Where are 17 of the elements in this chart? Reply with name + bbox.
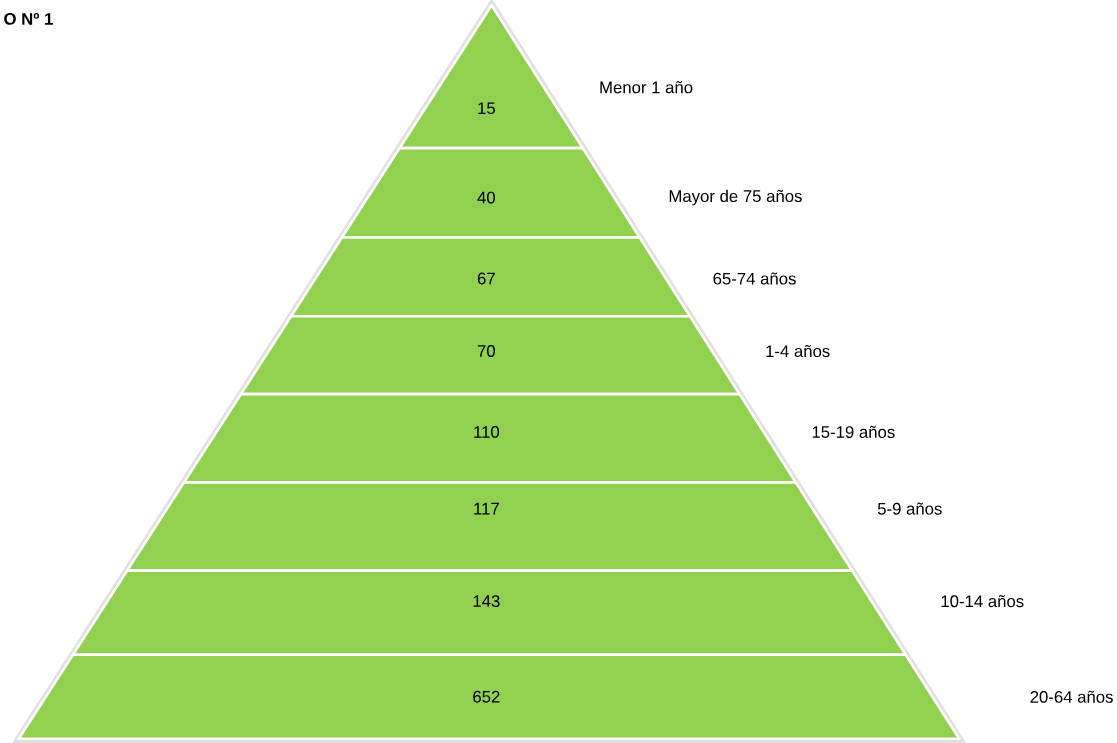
category-label: Menor 1 año xyxy=(600,81,693,94)
category-label: Mayor de 75 años xyxy=(669,189,802,206)
category-label: 65-74 años xyxy=(713,272,796,285)
data-label: 117 xyxy=(474,502,499,515)
category-label: 20-64 años xyxy=(1030,690,1113,703)
category-label: 15-19 años xyxy=(812,425,895,439)
data-label: 67 xyxy=(477,272,495,285)
data-label: 652 xyxy=(473,690,500,703)
data-label: 70 xyxy=(477,345,496,357)
data-label: 15 xyxy=(478,102,495,115)
data-label: 110 xyxy=(474,426,500,438)
data-label: 143 xyxy=(473,595,500,608)
category-label: 5-9 años xyxy=(877,502,942,515)
data-label: 40 xyxy=(477,191,496,204)
category-label: 1-4 años xyxy=(766,344,830,358)
text: O Nº 1 xyxy=(4,13,53,25)
category-label: 10-14 años xyxy=(941,595,1024,608)
